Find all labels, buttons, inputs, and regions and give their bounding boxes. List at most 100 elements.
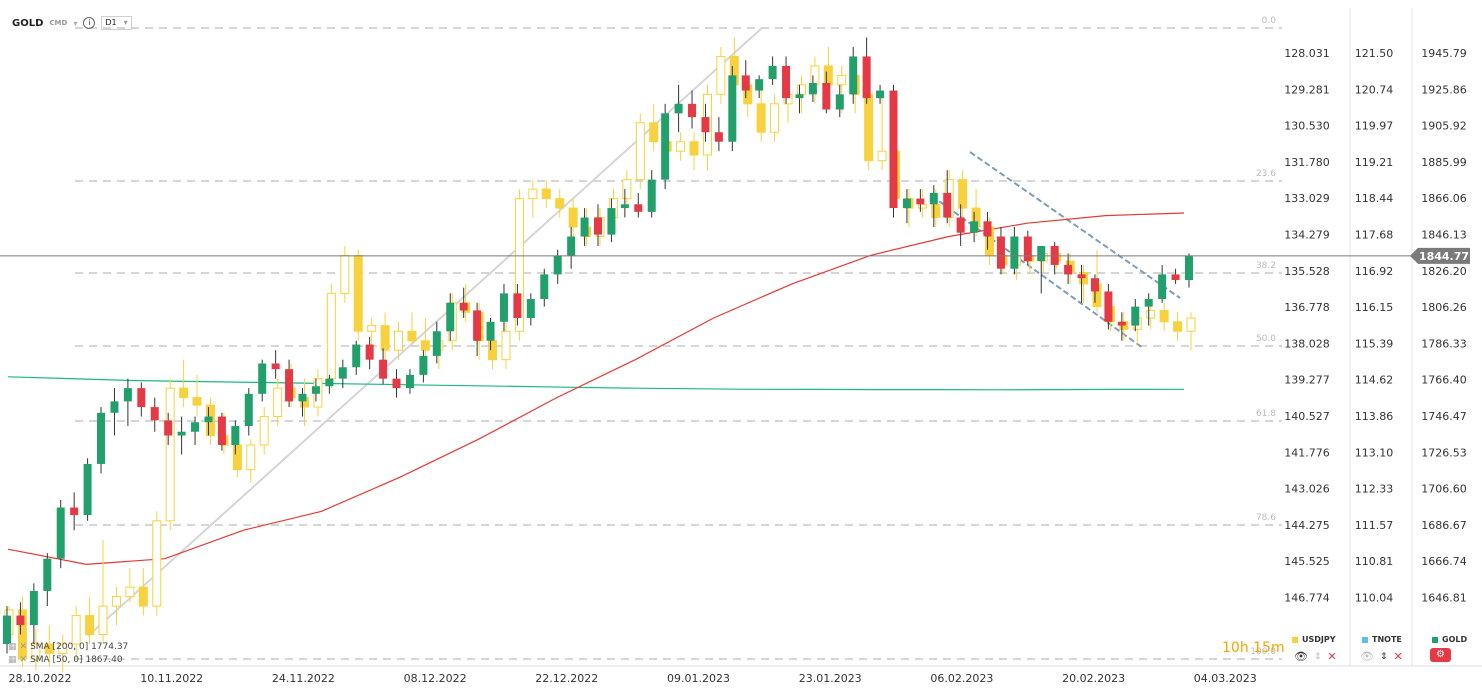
usdjpy-axis-label: 110.81 bbox=[1355, 555, 1394, 568]
eye-icon[interactable]: 👁 bbox=[1360, 650, 1374, 663]
tnote-axis-label: 131.780 bbox=[1284, 156, 1330, 169]
gold-candle bbox=[1131, 306, 1140, 326]
tnote-axis-label: 130.530 bbox=[1284, 120, 1330, 133]
gold-candle bbox=[1144, 299, 1153, 307]
gold-candle bbox=[1090, 278, 1099, 292]
gold-candle bbox=[459, 302, 468, 311]
gold-candle bbox=[728, 75, 737, 142]
gold-axis-label: 1826.20 bbox=[1421, 265, 1467, 278]
usdjpy-candle bbox=[152, 520, 162, 607]
tnote-axis-label: 129.281 bbox=[1284, 83, 1330, 96]
x-axis-tick-label: 10.11.2022 bbox=[140, 672, 203, 685]
usdjpy-axis-label: 117.68 bbox=[1355, 229, 1394, 242]
gold-candle bbox=[782, 65, 791, 99]
usdjpy-candle bbox=[71, 615, 81, 645]
indicator-sma200[interactable]: ▦ ✕ SMA [200, 0] 1774.37 bbox=[8, 642, 128, 652]
sort-icon[interactable]: ⇕ bbox=[1379, 651, 1388, 662]
usdjpy-candle bbox=[138, 586, 148, 607]
close-icon[interactable]: ✕ bbox=[19, 655, 28, 665]
tnote-axis-label: 138.028 bbox=[1284, 337, 1330, 350]
tnote-axis-label: 141.776 bbox=[1284, 446, 1330, 459]
usdjpy-axis-label: 116.15 bbox=[1355, 301, 1394, 314]
usdjpy-candle bbox=[1173, 321, 1183, 332]
drag-handle-icon[interactable]: ▦ bbox=[8, 655, 17, 665]
usdjpy-candle bbox=[192, 397, 202, 406]
indicator-label: SMA [200, 0] 1774.37 bbox=[30, 642, 129, 652]
gold-candle bbox=[916, 198, 925, 205]
gold-candle bbox=[768, 65, 777, 80]
usdjpy-candle bbox=[111, 596, 121, 607]
tnote-axis-label: 143.026 bbox=[1284, 483, 1330, 496]
gold-candle bbox=[634, 204, 643, 212]
gold-candle bbox=[674, 103, 683, 114]
usdjpy-candle bbox=[1159, 309, 1169, 323]
usdjpy-candle bbox=[340, 254, 350, 294]
series-settings-button[interactable]: ⚙ bbox=[1430, 648, 1451, 662]
usdjpy-candle bbox=[259, 416, 269, 446]
gold-candle bbox=[16, 615, 25, 626]
usdjpy-candle bbox=[1186, 317, 1196, 332]
gold-candle bbox=[379, 359, 388, 379]
usdjpy-candle bbox=[326, 292, 336, 380]
sort-icon[interactable]: ⇕ bbox=[1313, 651, 1322, 662]
current-price-badge bbox=[1410, 247, 1470, 264]
gold-axis-label: 1766.40 bbox=[1421, 374, 1467, 387]
gold-axis-label: 1945.79 bbox=[1421, 47, 1467, 60]
usdjpy-axis-label: 114.62 bbox=[1355, 374, 1394, 387]
fib-level-label: 0.0 bbox=[1262, 16, 1277, 26]
gold-candle bbox=[486, 321, 495, 341]
gold-candle bbox=[217, 416, 226, 445]
gold-candle bbox=[526, 299, 535, 318]
gold-candle bbox=[567, 236, 576, 256]
x-axis-tick-label: 24.11.2022 bbox=[272, 672, 335, 685]
usdjpy-candle bbox=[837, 74, 847, 86]
gold-candle bbox=[983, 221, 992, 237]
gold-candle bbox=[338, 367, 347, 379]
gold-candle bbox=[1185, 255, 1193, 281]
gold-axis-label: 1885.99 bbox=[1421, 156, 1467, 169]
timeframe-select[interactable]: D1 bbox=[101, 16, 132, 30]
info-icon[interactable]: i bbox=[83, 17, 96, 29]
eye-icon[interactable]: 👁 bbox=[1294, 650, 1308, 663]
usdjpy-axis-label: 121.50 bbox=[1355, 47, 1394, 60]
gold-candle bbox=[258, 363, 267, 394]
gold-candle bbox=[177, 431, 186, 436]
usdjpy-axis-label: 116.92 bbox=[1355, 265, 1394, 278]
drag-handle-icon[interactable]: ▦ bbox=[8, 642, 17, 652]
gold-candle bbox=[594, 217, 602, 235]
legend-tnote: TNOTE bbox=[1362, 635, 1402, 644]
chevron-down-icon[interactable]: ▾ bbox=[73, 18, 78, 28]
close-icon[interactable]: ✕ bbox=[1327, 650, 1337, 663]
gold-candle bbox=[244, 393, 253, 427]
usdjpy-candle bbox=[689, 141, 699, 156]
gold-candle bbox=[1037, 245, 1046, 262]
tnote-axis-label: 133.029 bbox=[1284, 192, 1330, 205]
x-axis-tick-label: 04.03.2023 bbox=[1194, 672, 1257, 685]
fib-level-label: 100.0 bbox=[1250, 647, 1276, 657]
gold-candle bbox=[580, 217, 589, 237]
usdjpy-candle bbox=[810, 65, 820, 86]
gold-axis-label: 1666.74 bbox=[1421, 555, 1467, 568]
usdjpy-axis-label: 112.33 bbox=[1355, 483, 1394, 496]
legend-label: TNOTE bbox=[1372, 635, 1402, 644]
gold-candle bbox=[97, 412, 106, 464]
source-label[interactable]: CMD bbox=[49, 19, 68, 27]
usdjpy-candle bbox=[394, 330, 404, 351]
gold-candle bbox=[204, 416, 213, 423]
usdjpy-candle bbox=[823, 65, 833, 86]
usdjpy-axis-label: 111.57 bbox=[1355, 519, 1394, 532]
close-icon[interactable]: ✕ bbox=[19, 642, 28, 652]
tnote-axis-label: 128.031 bbox=[1284, 47, 1330, 60]
gold-candle bbox=[795, 94, 804, 99]
gold-axis-label: 1726.53 bbox=[1421, 446, 1467, 459]
symbol-label[interactable]: GOLD bbox=[12, 17, 44, 29]
x-axis-tick-label: 20.02.2023 bbox=[1062, 672, 1125, 685]
close-icon[interactable]: ✕ bbox=[1393, 650, 1403, 663]
gold-candle bbox=[1171, 274, 1180, 281]
usdjpy-axis-label: 119.97 bbox=[1355, 120, 1394, 133]
x-axis-tick-label: 28.10.2022 bbox=[9, 672, 72, 685]
indicator-sma50[interactable]: ▦ ✕ SMA [50, 0] 1867.40 bbox=[8, 655, 123, 665]
usdjpy-candle bbox=[716, 55, 726, 95]
tnote-axis-label: 145.525 bbox=[1284, 555, 1330, 568]
